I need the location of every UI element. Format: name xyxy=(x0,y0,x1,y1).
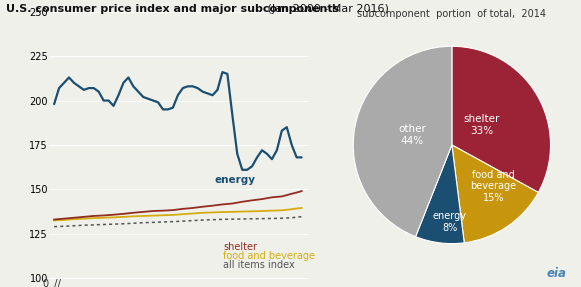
Text: shelter: shelter xyxy=(224,242,257,252)
Wedge shape xyxy=(452,46,551,193)
Text: energy: energy xyxy=(214,175,256,185)
Text: other
44%: other 44% xyxy=(399,124,426,146)
Text: shelter
33%: shelter 33% xyxy=(463,115,500,136)
Wedge shape xyxy=(353,46,452,237)
Text: energy
8%: energy 8% xyxy=(433,211,467,233)
Text: eia: eia xyxy=(547,267,566,280)
Text: //: // xyxy=(54,279,61,287)
Wedge shape xyxy=(415,145,464,244)
Text: (Jan 2000 - Mar 2016): (Jan 2000 - Mar 2016) xyxy=(264,4,389,14)
Title: subcomponent  portion  of total,  2014: subcomponent portion of total, 2014 xyxy=(357,9,546,20)
Text: food and beverage: food and beverage xyxy=(224,251,315,261)
Text: food and
beverage
15%: food and beverage 15% xyxy=(470,170,517,203)
Text: 0: 0 xyxy=(42,279,48,287)
Text: all items index: all items index xyxy=(224,260,295,270)
Wedge shape xyxy=(452,145,539,243)
Text: U.S. consumer price index and major subcomponents: U.S. consumer price index and major subc… xyxy=(6,4,339,14)
